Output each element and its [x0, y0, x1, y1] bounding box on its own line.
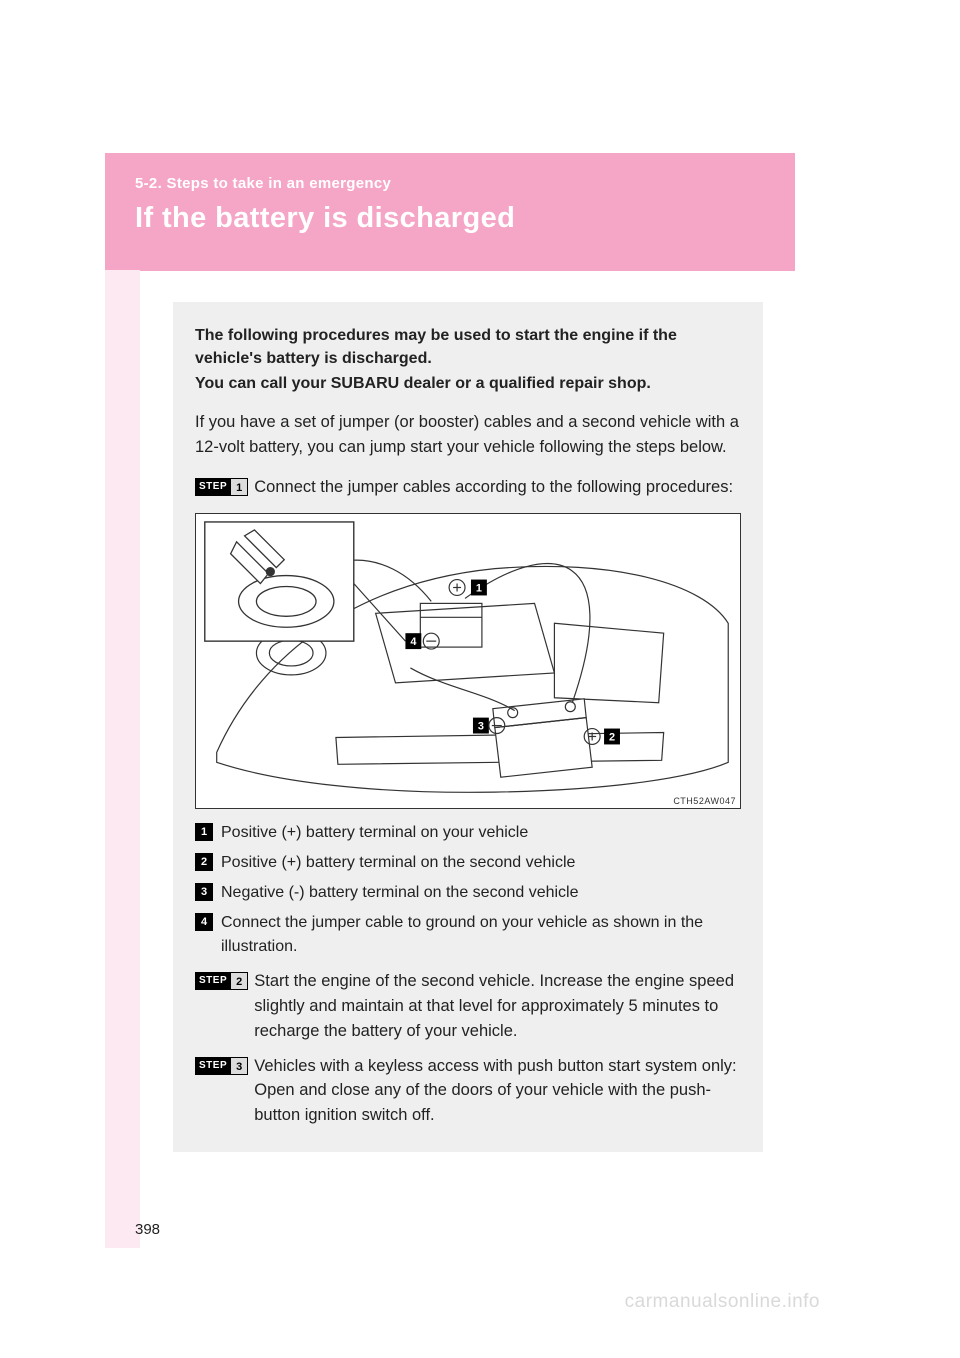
- legend-row-4: 4 Connect the jumper cable to ground on …: [195, 911, 743, 959]
- step-number-1: 1: [231, 478, 248, 496]
- step-3-row: STEP 3 Vehicles with a keyless access wi…: [195, 1054, 743, 1128]
- svg-text:4: 4: [410, 637, 416, 649]
- step-label: STEP: [195, 972, 231, 990]
- step-label: STEP: [195, 1057, 231, 1075]
- svg-text:3: 3: [478, 721, 484, 733]
- jumper-cable-illustration: 1 4 2: [195, 513, 741, 809]
- step-badge-1: STEP 1: [195, 478, 248, 496]
- step-1-text: Connect the jumper cables according to t…: [254, 475, 733, 500]
- step-1-row: STEP 1 Connect the jumper cables accordi…: [195, 475, 743, 500]
- legend-row-2: 2 Positive (+) battery terminal on the s…: [195, 851, 743, 875]
- legend-badge-4: 4: [195, 913, 213, 931]
- legend-badge-2: 2: [195, 853, 213, 871]
- step-2-text: Start the engine of the second vehicle. …: [254, 969, 743, 1043]
- legend-badge-1: 1: [195, 823, 213, 841]
- body-paragraph: If you have a set of jumper (or booster)…: [195, 410, 743, 461]
- page-number: 398: [135, 1221, 160, 1238]
- step-badge-2: STEP 2: [195, 972, 248, 990]
- left-margin-bar: [105, 270, 140, 1248]
- intro-line-1: The following procedures may be used to …: [195, 324, 743, 370]
- legend-text-2: Positive (+) battery terminal on the sec…: [221, 851, 575, 875]
- step-label: STEP: [195, 478, 231, 496]
- step-number-3: 3: [231, 1057, 248, 1075]
- legend-text-1: Positive (+) battery terminal on your ve…: [221, 821, 528, 845]
- svg-text:2: 2: [609, 732, 615, 744]
- legend-text-4: Connect the jumper cable to ground on yo…: [221, 911, 743, 959]
- legend-text-3: Negative (-) battery terminal on the sec…: [221, 881, 579, 905]
- legend-row-3: 3 Negative (-) battery terminal on the s…: [195, 881, 743, 905]
- step-3-text: Vehicles with a keyless access with push…: [254, 1054, 743, 1128]
- legend: 1 Positive (+) battery terminal on your …: [195, 821, 743, 959]
- page-title: If the battery is discharged: [135, 202, 515, 235]
- illustration-code: CTH52AW047: [673, 796, 736, 806]
- section-label: 5-2. Steps to take in an emergency: [135, 175, 391, 192]
- intro-line-2: You can call your SUBARU dealer or a qua…: [195, 372, 743, 395]
- step-number-2: 2: [231, 972, 248, 990]
- step-2-row: STEP 2 Start the engine of the second ve…: [195, 969, 743, 1043]
- page: 5-2. Steps to take in an emergency If th…: [0, 0, 960, 1358]
- footer-watermark: carmanualsonline.info: [625, 1291, 820, 1313]
- step-badge-3: STEP 3: [195, 1057, 248, 1075]
- legend-badge-3: 3: [195, 883, 213, 901]
- svg-text:1: 1: [476, 583, 482, 595]
- content-box: The following procedures may be used to …: [173, 302, 763, 1152]
- legend-row-1: 1 Positive (+) battery terminal on your …: [195, 821, 743, 845]
